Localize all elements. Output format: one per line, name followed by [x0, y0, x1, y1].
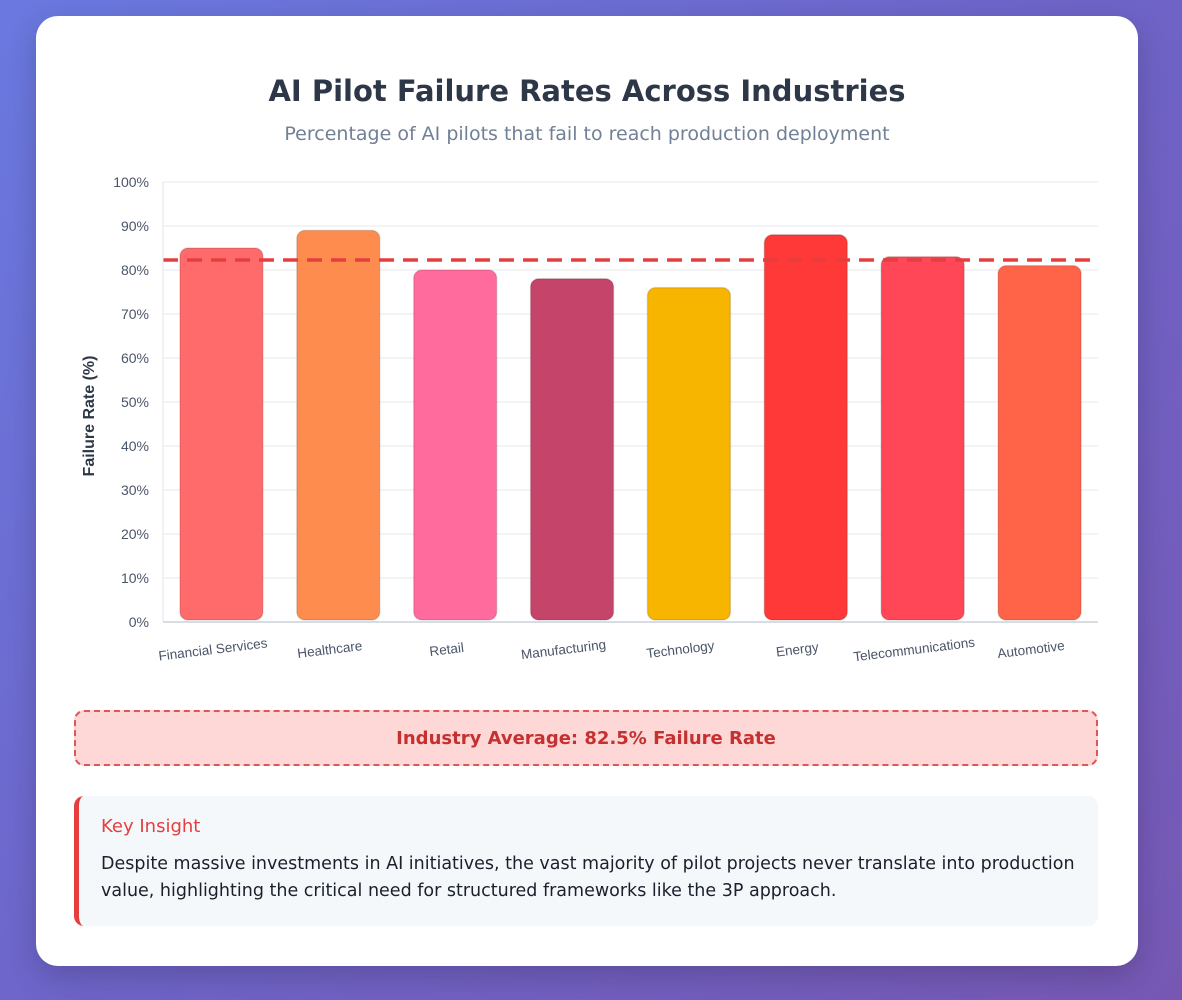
- bar: [412, 269, 498, 621]
- bar: [296, 229, 381, 621]
- y-tick-label: 40%: [121, 438, 149, 454]
- industry-average-banner: Industry Average: 82.5% Failure Rate: [74, 710, 1098, 766]
- bar: [880, 256, 965, 621]
- y-axis-ticks: 0% 10% 20% 30% 40% 50% 60% 70% 80% 90% 100%: [113, 174, 149, 630]
- y-tick-label: 90%: [121, 218, 149, 234]
- y-tick-label: 0%: [129, 614, 149, 630]
- x-tick-label: Automotive: [997, 638, 1066, 661]
- bar: [529, 278, 615, 621]
- x-axis-labels: Financial Services Healthcare Retail Manufa…: [158, 635, 1066, 665]
- chart-subtitle: Percentage of AI pilots that fail to rea…: [284, 123, 890, 145]
- x-tick-label: Energy: [775, 639, 820, 659]
- y-axis-label: Failure Rate (%): [81, 356, 98, 477]
- x-tick-label: Telecommunications: [853, 635, 976, 665]
- x-tick-label: Financial Services: [158, 635, 269, 663]
- bar: [179, 247, 264, 621]
- chart-card: AI Pilot Failure Rates Across Industries…: [36, 16, 1138, 966]
- y-tick-label: 100%: [113, 174, 149, 190]
- y-tick-label: 50%: [121, 394, 149, 410]
- y-tick-label: 60%: [121, 350, 149, 366]
- x-tick-label: Retail: [429, 640, 465, 659]
- y-tick-label: 20%: [121, 526, 149, 542]
- x-tick-label: Technology: [646, 638, 716, 661]
- key-insight-panel: Key Insight Despite massive investments …: [74, 796, 1098, 926]
- bars: [179, 229, 1082, 621]
- industry-average-text: Industry Average: 82.5% Failure Rate: [396, 727, 776, 749]
- bar-chart: 0% 10% 20% 30% 40% 50% 60% 70% 80% 90% 100% Financ…: [81, 174, 1098, 665]
- y-tick-label: 10%: [121, 570, 149, 586]
- y-tick-label: 30%: [121, 482, 149, 498]
- x-tick-label: Manufacturing: [520, 637, 607, 662]
- bar: [646, 286, 732, 621]
- key-insight-title: Key Insight: [101, 816, 201, 837]
- chart-title: AI Pilot Failure Rates Across Industries: [268, 74, 906, 108]
- x-tick-label: Healthcare: [296, 638, 363, 661]
- y-tick-label: 70%: [121, 306, 149, 322]
- key-insight-text: Despite massive investments in AI initia…: [101, 854, 1075, 901]
- bar: [997, 264, 1082, 621]
- bar: [763, 234, 849, 621]
- y-tick-label: 80%: [121, 262, 149, 278]
